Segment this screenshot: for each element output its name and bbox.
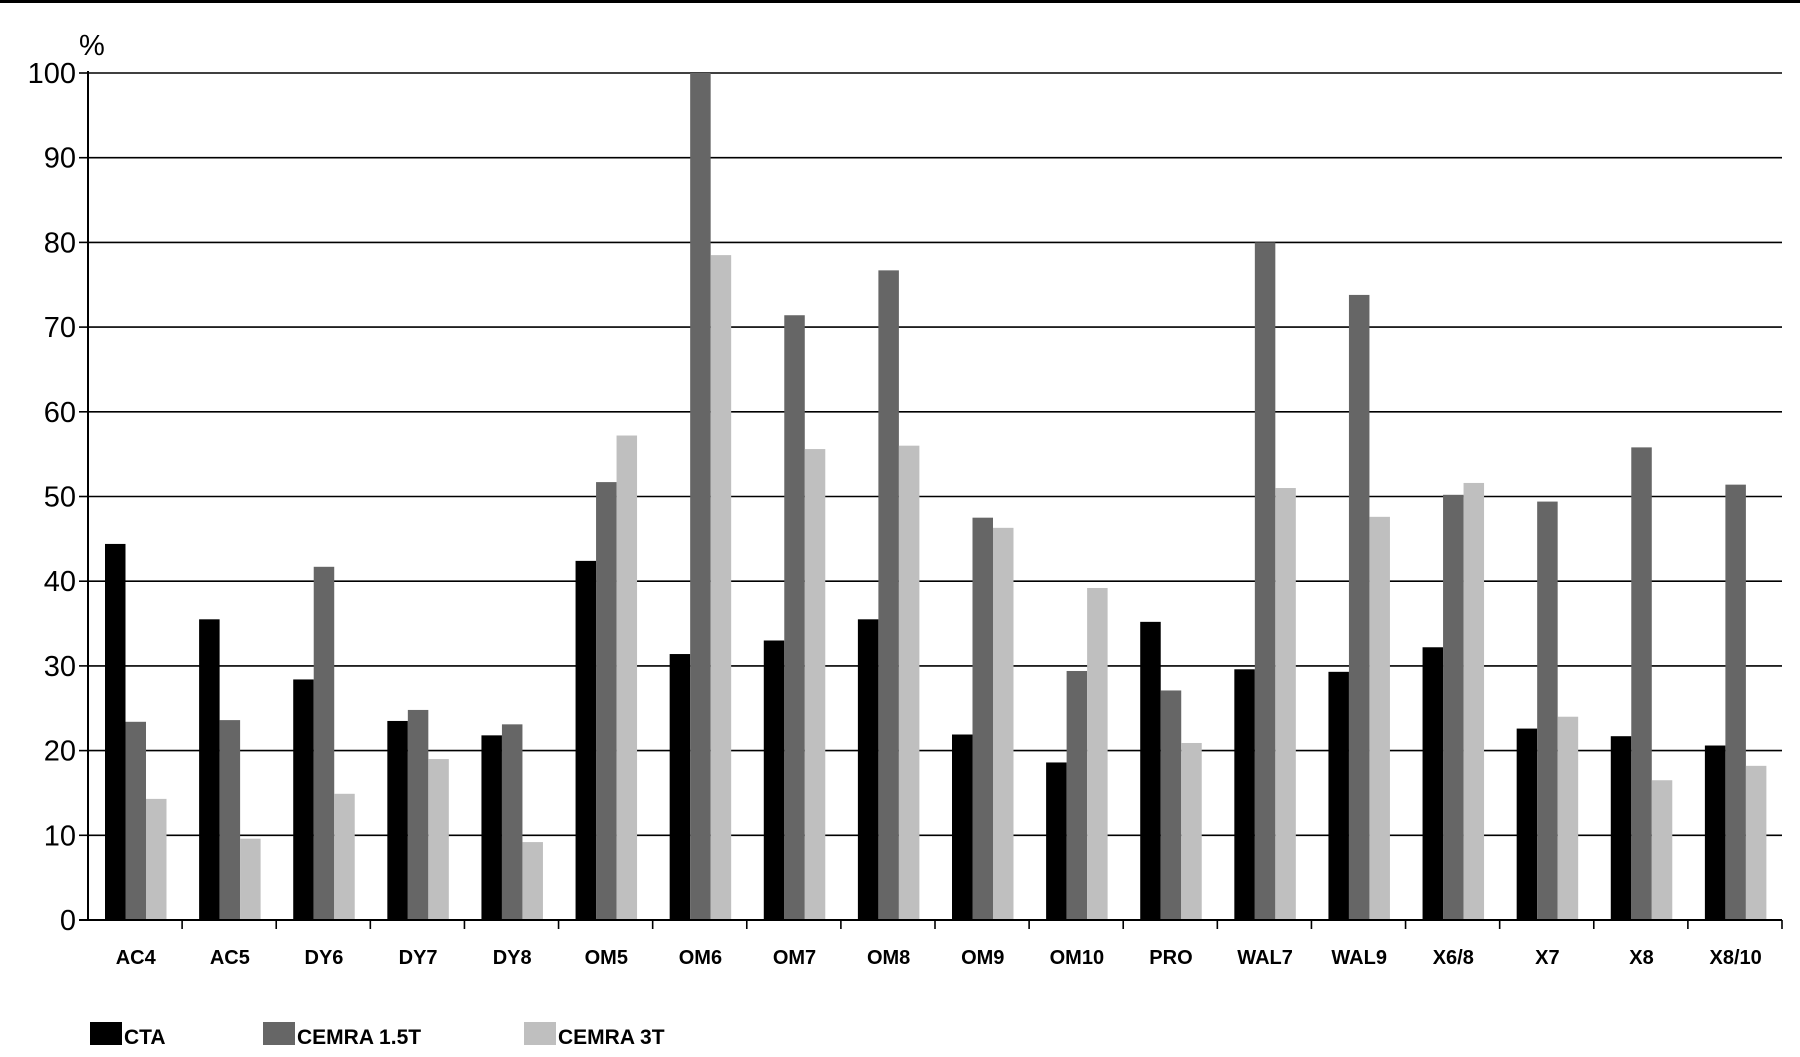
x-tick-label: OM8 <box>867 947 910 969</box>
bar-cemra-3t <box>428 759 449 920</box>
bar-cta <box>481 735 502 920</box>
bars <box>105 73 1767 921</box>
bar-cta <box>1328 671 1349 920</box>
legend-swatch <box>263 1022 295 1045</box>
x-tick-label: AC4 <box>116 947 157 969</box>
bar-cemra-1-5t <box>784 315 805 920</box>
bar-cemra-1-5t <box>313 566 335 920</box>
bar-cemra-1-5t <box>1443 494 1464 920</box>
bar-cemra-3t <box>240 838 261 920</box>
legend-swatch <box>524 1022 556 1045</box>
y-tick-label: 30 <box>44 651 76 683</box>
bar-cta <box>293 679 314 920</box>
x-tick-label: OM7 <box>773 947 816 969</box>
bar-cemra-1-5t <box>1537 501 1558 920</box>
legend-label: CEMRA 3T <box>558 1026 665 1049</box>
x-tick-label: OM9 <box>961 947 1004 969</box>
y-tick-label: 20 <box>44 736 76 768</box>
y-tick-label: 100 <box>28 58 76 90</box>
bar-cta <box>763 640 785 920</box>
bar-cemra-1-5t <box>1160 690 1182 920</box>
x-tick-label: X6/8 <box>1433 947 1474 969</box>
x-tick-label: OM6 <box>679 947 722 969</box>
y-tick-label: 60 <box>44 397 76 429</box>
legend: CTA CEMRA 1.5T CEMRA 3T <box>90 1022 665 1049</box>
x-tick-label: DY6 <box>305 947 344 969</box>
bar-cemra-3t <box>993 527 1014 920</box>
bar-cta <box>952 734 973 920</box>
x-tick-labels: AC4 AC5 DY6 DY7 DY8 OM5 OM6 OM7 OM8 OM9 OM10 PRO WAL… <box>116 947 1762 969</box>
bar-cemra-3t <box>1651 780 1673 920</box>
bar-cemra-1-5t <box>1066 670 1088 920</box>
y-tick-label: 50 <box>44 482 76 514</box>
bar-cemra-1-5t <box>878 270 899 920</box>
bar-cemra-1-5t <box>1725 484 1746 920</box>
bar-cta <box>1234 669 1255 920</box>
x-tick-label: X7 <box>1535 947 1559 969</box>
bar-cemra-3t <box>616 435 638 920</box>
x-tick-label: AC5 <box>210 947 250 969</box>
y-tick-labels: 0 10 20 30 40 50 60 70 80 90 100 <box>28 58 76 937</box>
x-tick-label: PRO <box>1149 947 1192 969</box>
bar-cemra-1-5t <box>596 482 617 920</box>
bar-cta <box>1610 736 1632 920</box>
bar-cemra-3t <box>1275 488 1296 920</box>
x-tick-label: DY7 <box>399 947 438 969</box>
bar-cta <box>1140 621 1161 920</box>
bar-cemra-1-5t <box>501 724 523 920</box>
bar-cemra-3t <box>1369 516 1390 920</box>
bar-cta <box>1046 762 1067 920</box>
bar-cta <box>105 543 126 920</box>
bar-cemra-1-5t <box>690 73 711 920</box>
y-tick-label: 10 <box>44 820 76 852</box>
x-tick-label: DY8 <box>493 947 532 969</box>
legend-swatch <box>90 1022 122 1045</box>
bar-cemra-3t <box>1463 482 1485 920</box>
axes <box>79 71 1783 929</box>
gridlines <box>79 72 1782 921</box>
bar-cemra-3t <box>1087 587 1108 920</box>
y-axis-unit-label: % <box>79 30 105 62</box>
bar-cta <box>857 619 879 920</box>
bar-cemra-1-5t <box>972 517 993 920</box>
x-tick-label: X8/10 <box>1710 947 1762 969</box>
bar-cemra-3t <box>710 255 732 921</box>
bar-cta <box>1704 745 1726 920</box>
y-tick-label: 80 <box>44 227 76 259</box>
bar-cta <box>669 654 691 920</box>
bar-cemra-3t <box>1557 716 1579 920</box>
bar-cta <box>1516 728 1538 920</box>
x-tick-label: WAL7 <box>1237 947 1293 969</box>
x-tick-label: OM10 <box>1050 947 1104 969</box>
bar-cta <box>1422 647 1444 920</box>
bar-cemra-3t <box>898 445 920 920</box>
bar-cemra-3t <box>522 842 543 920</box>
bar-cemra-3t <box>1181 742 1202 920</box>
bar-cta <box>199 619 220 920</box>
y-tick-label: 40 <box>44 566 76 598</box>
y-tick-label: 70 <box>44 312 76 344</box>
x-tick-label: OM5 <box>585 947 628 969</box>
bar-cemra-3t <box>1745 765 1767 920</box>
bar-cemra-1-5t <box>219 720 241 920</box>
bar-cemra-1-5t <box>125 721 146 920</box>
x-tick-label: WAL9 <box>1331 947 1387 969</box>
x-tick-label: X8 <box>1629 947 1653 969</box>
bar-cemra-1-5t <box>407 709 429 920</box>
bar-cta <box>575 560 597 920</box>
y-tick-label: 90 <box>44 143 76 175</box>
bar-cemra-3t <box>334 793 355 920</box>
bar-cemra-1-5t <box>1631 447 1652 920</box>
bar-cemra-1-5t <box>1348 294 1370 920</box>
legend-label: CEMRA 1.5T <box>297 1026 421 1049</box>
bar-cemra-3t <box>146 798 167 920</box>
bar-cemra-3t <box>804 449 826 920</box>
bar-cta <box>387 720 408 920</box>
legend-label: CTA <box>124 1026 166 1049</box>
bar-cemra-1-5t <box>1254 242 1276 920</box>
y-tick-label: 0 <box>60 905 76 937</box>
